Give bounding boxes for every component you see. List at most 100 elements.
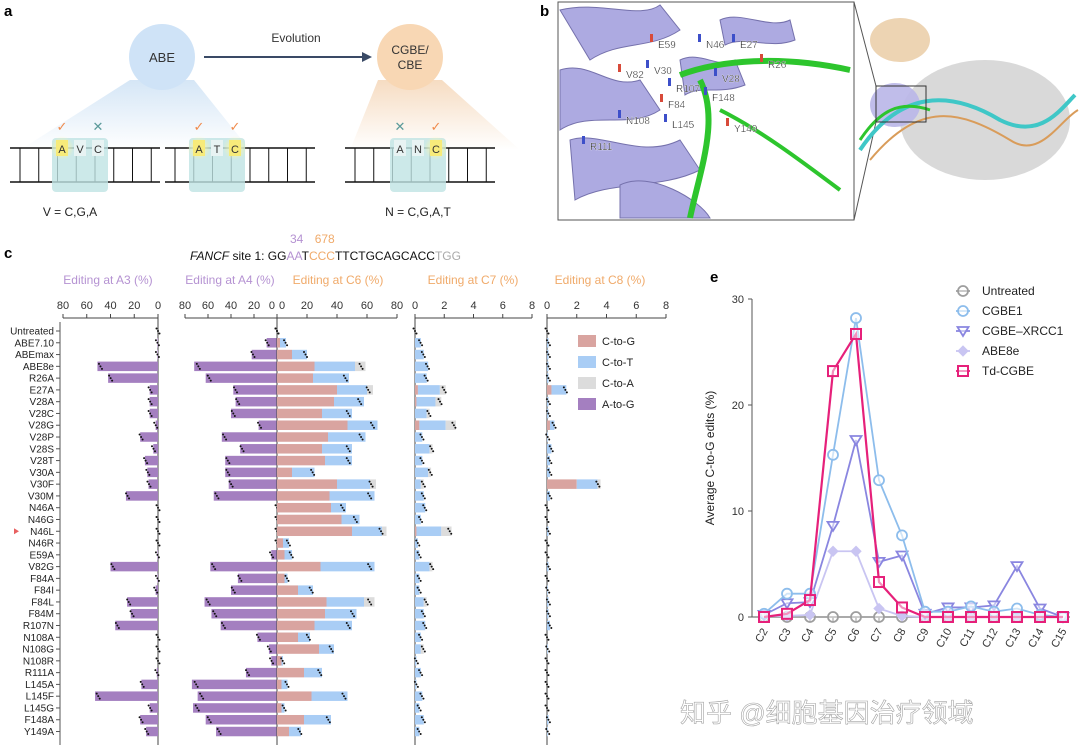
replicate-dot: [547, 556, 550, 559]
replicate-dot: [547, 468, 550, 471]
row-label-e27a: E27A: [30, 385, 55, 396]
bar-a-to-g-n108a: [257, 632, 277, 643]
replicate-dot: [418, 553, 421, 556]
replicate-dot: [214, 492, 217, 495]
bar-c-to-a-v30f: [597, 479, 601, 489]
legend-label: C-to-T: [602, 357, 633, 369]
replicate-dot: [155, 633, 158, 636]
bar-c-to-t-f148a: [415, 714, 424, 725]
replicate-dot: [548, 494, 551, 497]
bar-a-to-g-v28a: [235, 396, 277, 407]
residue-stick: [664, 114, 667, 122]
bar-c-to-t-v30f: [337, 479, 370, 489]
panel-label-a: a: [4, 3, 13, 20]
replicate-dot: [548, 379, 551, 382]
replicate-dot: [419, 636, 422, 639]
bar-a-to-g-v28p: [221, 432, 277, 442]
bar-c-to-g-v28g: [277, 420, 348, 430]
series-td-cgbe: [758, 327, 1069, 623]
replicate-dot: [156, 426, 159, 429]
replicate-dot: [430, 473, 433, 476]
replicate-dot: [418, 577, 421, 580]
replicate-dot: [154, 669, 157, 672]
bar-a-to-g-f84m: [130, 608, 158, 619]
replicate-dot: [251, 353, 254, 356]
replicate-dot: [212, 565, 215, 568]
replicate-dot: [213, 612, 216, 615]
bar-c-to-g-f84a: [277, 573, 285, 584]
y-tick-label: 10: [732, 506, 744, 518]
replicate-dot: [548, 733, 551, 736]
residue-stick: [698, 34, 701, 42]
bar-c-to-g-v28g: [415, 420, 420, 430]
replicate-dot: [272, 556, 275, 559]
x-tick-label: 4: [470, 300, 476, 312]
replicate-dot: [139, 680, 142, 683]
bar-c-to-t-v28t: [325, 455, 352, 466]
replicate-dot: [157, 542, 159, 545]
replicate-dot: [420, 645, 423, 648]
replicate-dot: [427, 412, 430, 415]
replicate-dot: [317, 669, 320, 672]
bar-a-to-g-v30a: [225, 467, 277, 478]
replicate-dot: [223, 436, 226, 439]
replicate-dot: [225, 457, 228, 460]
replicate-dot: [155, 504, 158, 507]
replicate-dot: [551, 421, 554, 424]
bar-c-to-g-v28a: [277, 396, 334, 407]
x-tick-label: 0: [269, 300, 275, 312]
replicate-dot: [341, 692, 344, 695]
replicate-dot: [546, 518, 548, 521]
replicate-dot: [428, 367, 431, 370]
replicate-dot: [368, 391, 371, 394]
replicate-dot: [155, 671, 158, 674]
base-letter: A: [396, 144, 404, 156]
replicate-dot: [157, 518, 159, 521]
replicate-dot: [422, 438, 425, 441]
replicate-dot: [420, 716, 423, 719]
replicate-dot: [202, 697, 205, 700]
replicate-dot: [415, 539, 418, 542]
legend-label: ABE8e: [982, 344, 1020, 358]
replicate-dot: [225, 468, 228, 471]
replicate-dot: [548, 532, 551, 535]
cross-icon: ✕: [93, 119, 104, 134]
bar-c-to-g-f84m: [277, 608, 325, 619]
replicate-dot: [283, 706, 286, 709]
bar-c-to-t-v28s: [322, 444, 352, 454]
residue-stick: [660, 94, 663, 102]
check-icon: ✓: [57, 119, 68, 134]
replicate-dot: [420, 480, 423, 483]
replicate-dot: [451, 421, 454, 424]
x-tick-label: 40: [225, 300, 237, 312]
replicate-dot: [157, 330, 159, 332]
replicate-dot: [155, 539, 158, 542]
replicate-dot: [348, 450, 351, 453]
point-cgbe1-c7: [873, 474, 885, 487]
replicate-dot: [146, 471, 149, 474]
base-box: [394, 140, 406, 156]
replicate-dot: [149, 706, 152, 709]
replicate-dot: [547, 718, 550, 721]
replicate-dot: [97, 695, 100, 698]
replicate-dot: [545, 409, 548, 412]
x-tick-label: C15: [1049, 627, 1069, 650]
replicate-dot: [205, 598, 208, 601]
x-tick-label: 20: [128, 300, 140, 312]
bar-c-to-t-n46l: [416, 526, 442, 537]
replicate-dot: [416, 574, 419, 577]
replicate-dot: [547, 400, 550, 403]
bar-a-to-g-e27a: [149, 385, 158, 395]
replicate-dot: [544, 704, 547, 707]
bar-c-to-t-y149a: [415, 726, 420, 737]
replicate-dot: [547, 612, 550, 615]
replicate-dot: [156, 553, 159, 556]
bar-a-to-g-abe8e: [194, 361, 277, 372]
bar-c-to-a-e27a: [367, 385, 373, 395]
replicate-dot: [548, 624, 551, 627]
replicate-dot: [368, 565, 371, 568]
bar-c-to-t-e59a: [284, 550, 292, 560]
replicate-dot: [345, 457, 348, 460]
replicate-dot: [550, 462, 553, 465]
replicate-dot: [157, 356, 160, 359]
